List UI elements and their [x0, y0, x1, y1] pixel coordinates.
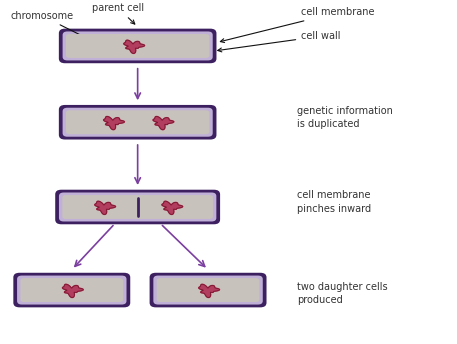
FancyBboxPatch shape [59, 105, 217, 140]
FancyBboxPatch shape [63, 31, 213, 61]
Text: chromosome: chromosome [11, 11, 93, 41]
Text: parent cell: parent cell [92, 3, 144, 24]
FancyBboxPatch shape [154, 276, 263, 304]
Polygon shape [104, 116, 124, 130]
FancyBboxPatch shape [17, 276, 127, 304]
FancyBboxPatch shape [66, 34, 209, 58]
Text: cell membrane
pinches inward: cell membrane pinches inward [297, 190, 371, 214]
FancyBboxPatch shape [62, 195, 213, 219]
FancyBboxPatch shape [13, 273, 130, 307]
Polygon shape [162, 201, 183, 214]
FancyBboxPatch shape [21, 278, 123, 302]
Polygon shape [63, 284, 83, 298]
Text: cell membrane: cell membrane [220, 8, 375, 43]
FancyBboxPatch shape [55, 190, 220, 224]
Polygon shape [199, 284, 219, 298]
Text: genetic information
is duplicated: genetic information is duplicated [297, 106, 393, 129]
FancyBboxPatch shape [66, 110, 209, 134]
FancyBboxPatch shape [59, 29, 217, 63]
FancyBboxPatch shape [63, 108, 213, 137]
Polygon shape [95, 201, 116, 214]
FancyBboxPatch shape [149, 273, 266, 307]
Polygon shape [153, 116, 174, 130]
FancyBboxPatch shape [59, 193, 216, 222]
FancyBboxPatch shape [157, 278, 260, 302]
Text: cell wall: cell wall [218, 31, 340, 52]
Polygon shape [124, 40, 144, 53]
Text: two daughter cells
produced: two daughter cells produced [297, 282, 387, 305]
